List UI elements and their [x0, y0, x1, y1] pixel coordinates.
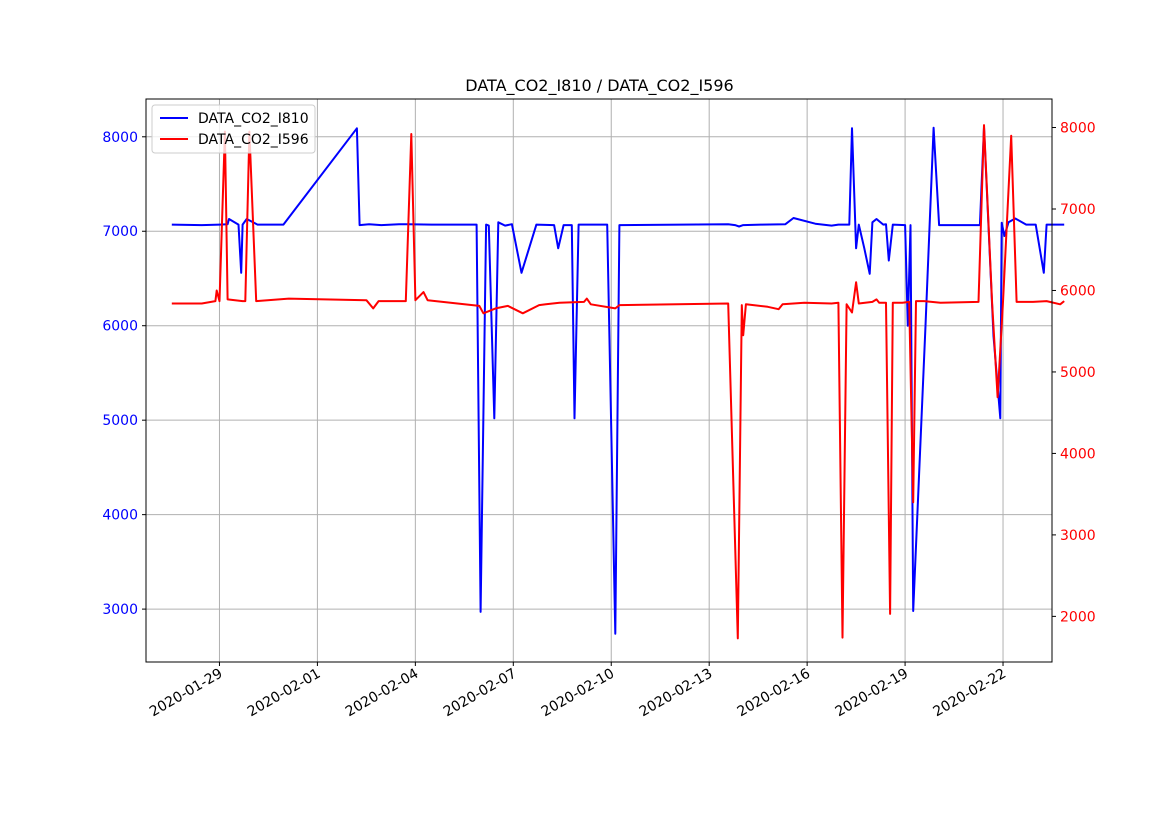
- series-line-data-co2-i596: [171, 124, 1065, 640]
- y-right-tick-label: 7000: [1060, 202, 1096, 218]
- y-right-tick-label: 4000: [1060, 446, 1096, 462]
- chart-title: DATA_CO2_I810 / DATA_CO2_I596: [465, 76, 733, 96]
- x-tick-label: 2020-02-22: [931, 666, 1009, 721]
- y-right-tick-label: 8000: [1060, 121, 1096, 137]
- x-tick-label: 2020-02-16: [735, 666, 814, 721]
- series-lines: [171, 124, 1065, 640]
- y-left-tick-label: 7000: [102, 224, 138, 240]
- legend-label-data-co2-i596: DATA_CO2_I596: [198, 132, 309, 148]
- x-tick-label: 2020-01-29: [147, 666, 225, 721]
- y-right-tick-label: 5000: [1060, 365, 1096, 381]
- x-tick-label: 2020-02-04: [343, 666, 422, 721]
- y-right-tick-label: 2000: [1060, 609, 1096, 625]
- y-left-tick-label: 5000: [102, 413, 138, 429]
- x-tick-label: 2020-02-13: [637, 666, 715, 721]
- x-tick-label: 2020-02-07: [441, 666, 519, 721]
- y-left-tick-label: 8000: [102, 130, 138, 146]
- grid-lines: [146, 99, 1052, 662]
- y-right-tick-label: 6000: [1060, 283, 1096, 299]
- x-tick-label: 2020-02-19: [833, 666, 911, 721]
- legend-box: [151, 104, 316, 154]
- x-tick-label: 2020-02-01: [245, 666, 323, 721]
- y-left-tick-label: 3000: [102, 602, 138, 618]
- x-tick-label: 2020-02-10: [539, 666, 617, 721]
- legend: DATA_CO2_I810 DATA_CO2_I596: [151, 104, 316, 154]
- plot-frame: [145, 98, 1053, 663]
- series-line-data-co2-i810: [171, 126, 1065, 635]
- y-left-tick-label: 6000: [102, 319, 138, 335]
- y-left-tick-label: 4000: [102, 508, 138, 524]
- legend-label-data-co2-i810: DATA_CO2_I810: [198, 111, 309, 127]
- y-right-tick-label: 3000: [1060, 528, 1096, 544]
